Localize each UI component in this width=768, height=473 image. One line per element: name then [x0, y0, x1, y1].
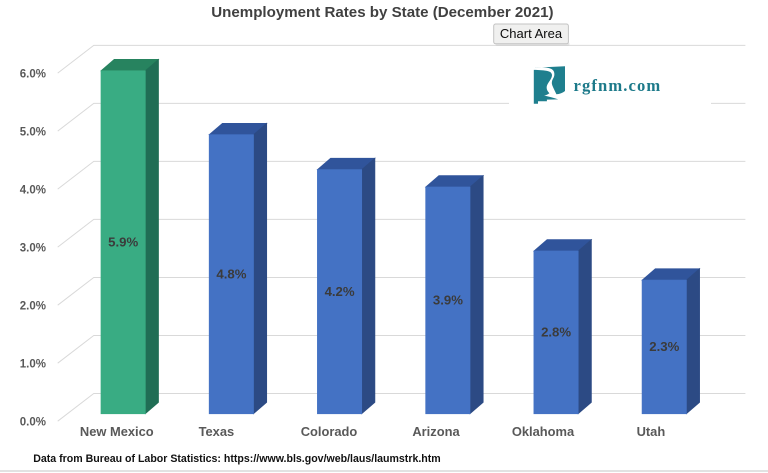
- svg-text:Oklahoma: Oklahoma: [512, 424, 575, 439]
- svg-text:rgfnm.com: rgfnm.com: [574, 76, 662, 95]
- svg-text:6.0%: 6.0%: [20, 69, 46, 81]
- svg-text:Arizona: Arizona: [412, 424, 460, 439]
- svg-text:2.0%: 2.0%: [20, 301, 46, 313]
- svg-text:4.8%: 4.8%: [216, 267, 246, 282]
- svg-text:New Mexico: New Mexico: [80, 424, 154, 439]
- svg-text:4.2%: 4.2%: [325, 284, 355, 299]
- svg-text:Utah: Utah: [637, 424, 666, 439]
- svg-text:4.0%: 4.0%: [20, 185, 46, 197]
- svg-text:5.9%: 5.9%: [108, 235, 138, 250]
- svg-text:2.8%: 2.8%: [541, 325, 571, 340]
- svg-text:Texas: Texas: [199, 424, 235, 439]
- svg-text:Chart Area: Chart Area: [500, 26, 563, 41]
- svg-text:3.0%: 3.0%: [20, 243, 46, 255]
- svg-text:0.0%: 0.0%: [20, 417, 46, 429]
- svg-text:2.3%: 2.3%: [649, 339, 679, 354]
- svg-text:3.9%: 3.9%: [433, 293, 463, 308]
- svg-text:Unemployment Rates by State (D: Unemployment Rates by State (December 20…: [211, 4, 553, 21]
- svg-text:Data from Bureau of Labor Stat: Data from Bureau of Labor Statistics: ht…: [33, 453, 441, 465]
- svg-text:Colorado: Colorado: [301, 424, 358, 439]
- svg-text:1.0%: 1.0%: [20, 359, 46, 371]
- svg-text:5.0%: 5.0%: [20, 127, 46, 139]
